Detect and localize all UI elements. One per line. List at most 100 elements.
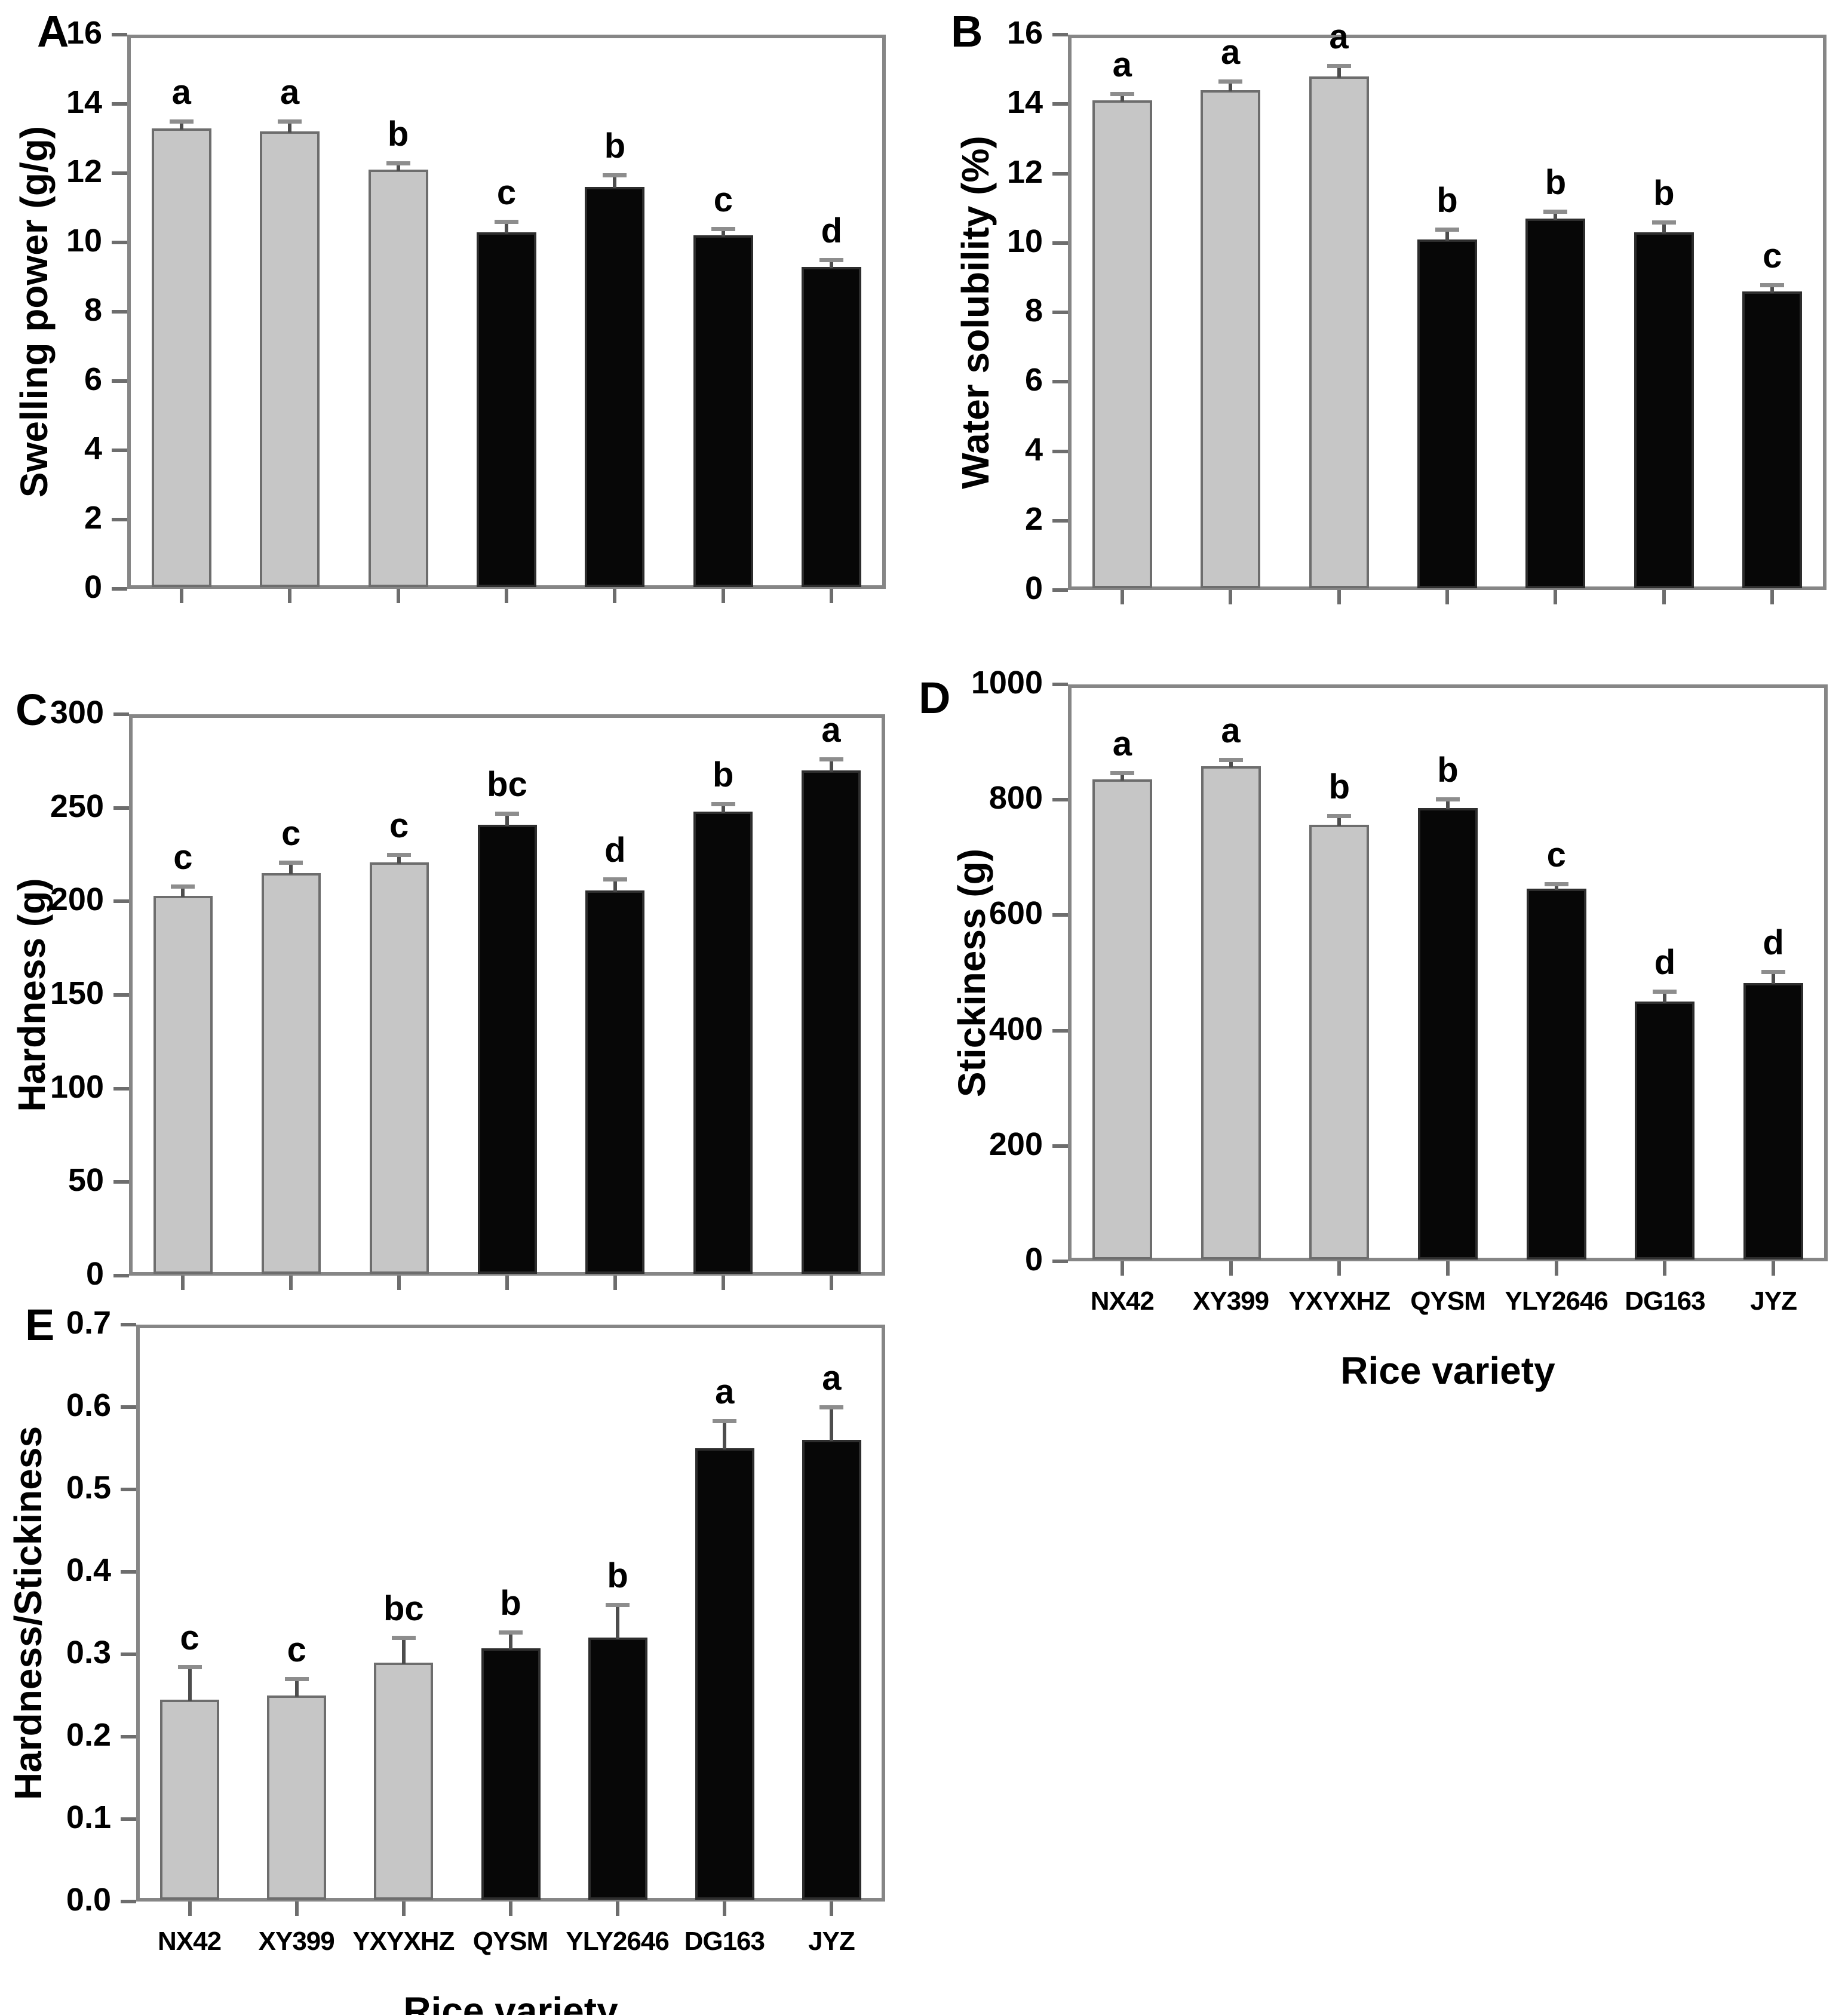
x-tick-label: YLY2646 xyxy=(566,1927,669,1956)
y-tick xyxy=(1052,449,1068,453)
bar-QYSM xyxy=(481,1648,541,1900)
plot-frame xyxy=(127,35,886,589)
y-tick-label: 0.7 xyxy=(66,1305,111,1341)
sig-letter: d xyxy=(1654,942,1676,982)
error-bar xyxy=(721,228,725,237)
bar-NX42 xyxy=(154,895,213,1274)
y-tick xyxy=(1052,588,1068,592)
sig-letter: b xyxy=(712,755,734,795)
error-bar-cap xyxy=(819,258,844,262)
x-tick-label: NX42 xyxy=(1090,1286,1155,1316)
y-tick xyxy=(1052,798,1068,802)
error-bar xyxy=(1120,93,1124,102)
y-tick-label: 0 xyxy=(85,1256,104,1292)
y-tick xyxy=(112,241,127,244)
y-tick-label: 16 xyxy=(1006,15,1043,51)
x-tick-label: QYSM xyxy=(472,1927,549,1956)
panel-letter: E xyxy=(25,1300,55,1350)
y-axis-title: Stickiness (g) xyxy=(950,848,993,1098)
x-tick xyxy=(509,1902,512,1916)
sig-letter: c xyxy=(287,1630,306,1670)
y-tick-label: 12 xyxy=(66,153,102,189)
x-tick xyxy=(721,589,725,603)
y-tick xyxy=(1052,102,1068,106)
y-tick-label: 4 xyxy=(84,431,102,466)
plot-frame xyxy=(136,1325,885,1902)
y-tick xyxy=(1052,1260,1068,1263)
y-tick-label: 600 xyxy=(989,895,1043,932)
bar-YXYXHZ xyxy=(374,1662,433,1900)
error-bar-cap xyxy=(713,1419,737,1424)
y-tick-label: 6 xyxy=(84,361,102,397)
bar-DG163 xyxy=(1634,232,1694,588)
y-tick-label: 0 xyxy=(84,569,102,605)
sig-letter: b xyxy=(500,1583,521,1623)
x-tick xyxy=(1445,590,1449,604)
x-tick xyxy=(1120,1261,1124,1276)
y-tick xyxy=(113,1180,129,1184)
error-bar xyxy=(1229,81,1233,91)
sig-letter: d xyxy=(1763,923,1784,963)
bar-QYSM xyxy=(477,232,536,587)
error-bar xyxy=(179,121,183,130)
sig-letter: a xyxy=(1221,711,1241,750)
y-axis-title: Water solubility (%) xyxy=(954,136,997,489)
y-tick xyxy=(112,102,127,106)
error-bar xyxy=(1445,229,1449,241)
bar-YLY2646 xyxy=(585,890,644,1274)
error-bar-cap xyxy=(711,802,735,807)
y-tick-label: 50 xyxy=(67,1162,104,1199)
y-tick xyxy=(1052,1144,1068,1148)
y-tick-label: 16 xyxy=(66,15,102,51)
x-tick xyxy=(505,589,508,603)
sig-letter: b xyxy=(1545,163,1567,202)
x-tick xyxy=(397,1276,401,1290)
error-bar-cap xyxy=(819,757,843,762)
error-bar-cap xyxy=(278,119,302,124)
error-bar-cap xyxy=(391,1636,416,1641)
bar-XY399 xyxy=(1201,766,1261,1260)
y-tick xyxy=(1052,380,1068,384)
bar-YLY2646 xyxy=(588,1638,647,1900)
error-bar-cap xyxy=(499,1630,523,1635)
sig-letter: a xyxy=(1112,724,1132,763)
x-tick-label: DG163 xyxy=(684,1927,765,1956)
error-bar-cap xyxy=(284,1677,309,1682)
y-tick xyxy=(113,806,129,810)
sig-letter: c xyxy=(713,180,733,219)
x-tick xyxy=(723,1902,727,1916)
bar-JYZ xyxy=(1743,983,1803,1260)
sig-letter: b xyxy=(1436,180,1458,220)
error-bar xyxy=(397,855,401,864)
x-tick xyxy=(829,1276,833,1290)
y-tick-label: 0.6 xyxy=(66,1387,111,1423)
y-tick xyxy=(1052,518,1068,523)
x-tick-label: YXYXHZ xyxy=(1288,1286,1390,1316)
y-tick xyxy=(113,993,129,997)
error-bar xyxy=(294,1679,299,1697)
y-tick-label: 200 xyxy=(989,1126,1043,1162)
y-tick xyxy=(112,33,127,36)
error-bar-cap xyxy=(1110,91,1134,96)
error-bar-cap xyxy=(495,220,518,225)
error-bar-cap xyxy=(603,877,627,881)
error-bar xyxy=(181,886,185,897)
sig-letter: b xyxy=(607,1556,628,1596)
x-tick xyxy=(1229,590,1233,604)
sig-letter: c xyxy=(389,806,409,845)
x-tick xyxy=(613,589,617,603)
error-bar xyxy=(616,1605,620,1639)
error-bar-cap xyxy=(603,173,627,177)
plot-frame xyxy=(1068,35,1826,590)
x-tick-label: JYZ xyxy=(1750,1286,1797,1316)
panel-letter: B xyxy=(951,7,983,56)
error-bar xyxy=(1663,991,1667,1003)
y-tick-label: 8 xyxy=(84,292,102,328)
x-tick xyxy=(396,589,400,603)
x-axis-title: Rice variety xyxy=(1340,1349,1555,1392)
error-bar-cap xyxy=(1218,79,1243,84)
error-bar xyxy=(613,174,617,189)
